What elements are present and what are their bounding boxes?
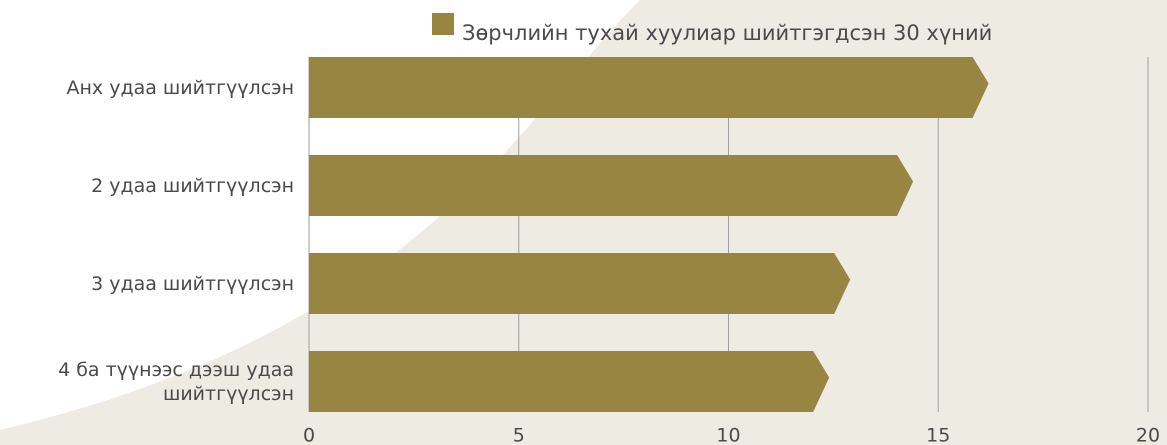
legend-label: Зөрчлийн тухай хуулиар шийтгэгдсэн 30 хү…: [462, 21, 992, 45]
bar: [309, 57, 989, 118]
x-tick-label: 0: [303, 425, 315, 445]
y-tick-label: 4 ба түүнээс дээш удаа шийтгүүлсэн: [58, 358, 294, 405]
y-tick-label: 3 удаа шийтгүүлсэн: [91, 272, 294, 295]
x-tick-label: 5: [513, 425, 525, 445]
x-tick-label: 10: [716, 425, 740, 445]
bar: [309, 351, 830, 412]
y-tick-label: 2 удаа шийтгүүлсэн: [91, 174, 294, 197]
y-tick-label: Анх удаа шийтгүүлсэн: [66, 76, 294, 99]
x-tick-label: 20: [1136, 425, 1160, 445]
legend-swatch: [432, 13, 454, 35]
x-tick-label: 15: [926, 425, 950, 445]
bar: [309, 253, 851, 314]
bar: [309, 155, 914, 216]
